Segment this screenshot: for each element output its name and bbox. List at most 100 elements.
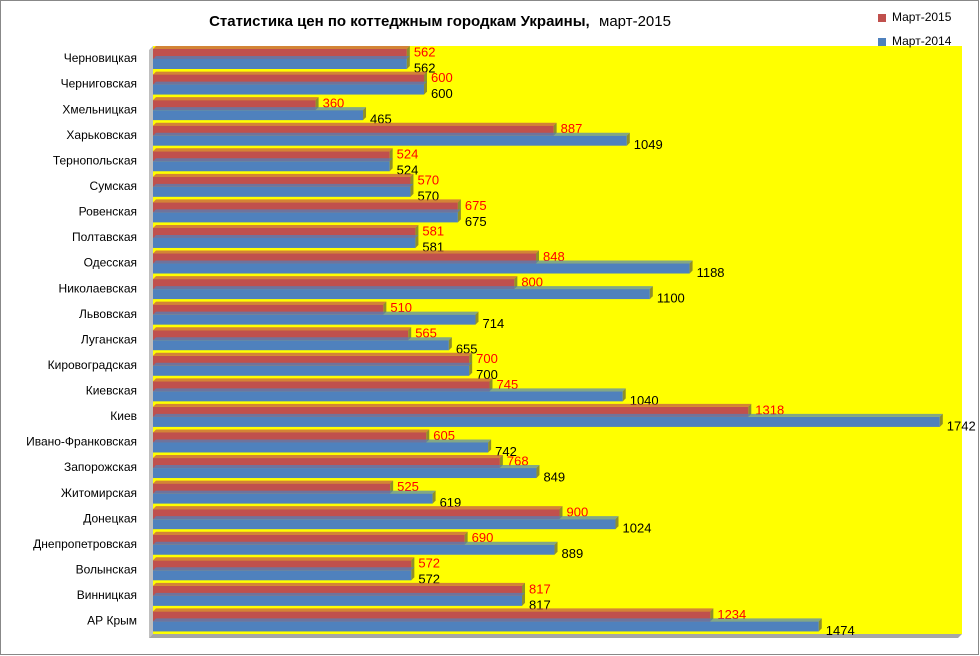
bar-side [464,531,468,545]
bar-top [153,199,461,203]
bar-top [153,352,473,356]
bar-side [522,592,526,606]
bar-top [153,132,630,136]
bar-side [554,541,558,555]
data-label: 510 [390,300,412,315]
bar-face [153,279,515,290]
y-tick-label: Черновицкая [64,51,137,65]
bar-face [153,161,390,172]
bar-face [153,458,500,469]
bar [153,183,414,197]
data-label: 572 [418,556,440,571]
bar-side [469,352,473,366]
bar-face [153,176,411,187]
bar-face [153,330,409,341]
bar-top [153,439,492,443]
bar-face [153,585,523,596]
bar-side [553,122,557,136]
y-tick-label: Ивано-Франковская [26,435,137,449]
bar-side [536,465,540,479]
bar-side [411,567,415,581]
y-tick-label: Киев [110,409,137,423]
data-label: 768 [507,453,529,468]
bar-top [153,429,430,433]
bar [153,362,473,376]
bar-top [153,608,714,612]
bar-face [153,621,819,632]
bar [153,224,419,238]
y-tick-label: Житомирская [61,486,137,500]
bar-side [559,506,563,520]
data-label: 800 [521,275,543,290]
bar-top [153,541,558,545]
bar-face [153,314,476,325]
y-tick-label: Киевская [86,384,137,398]
bar-face [153,432,427,443]
bar-top [153,81,427,85]
bar-face [153,381,490,392]
data-label: 1188 [697,265,725,280]
bar-top [153,234,419,238]
bar-side [514,276,518,290]
bar [153,352,473,366]
bar-face [153,570,412,581]
bar [153,46,410,59]
bar [153,516,619,530]
data-label: 525 [397,479,419,494]
bar [153,81,427,95]
bar-top [153,56,410,59]
bar [153,455,503,469]
plot-floor [149,46,153,638]
bar [153,107,367,121]
bar-top [153,337,452,341]
data-label: 849 [543,469,565,484]
bar-top [153,490,436,494]
bar-face [153,519,616,530]
bar [153,122,557,136]
y-tick-label: Одесская [84,256,137,270]
bar [153,506,563,520]
bar-side [315,97,319,111]
subtitle: март-2015 [599,13,671,30]
bar-face [153,493,433,504]
bar-side [457,209,461,223]
bar [153,388,626,402]
bar-side [818,618,822,632]
bar-top [153,413,943,417]
data-label: 565 [415,326,437,341]
y-tick-label: Львовская [79,307,137,321]
y-tick-label: Ровенская [79,205,137,219]
bar-face [153,186,411,197]
bar-top [153,311,479,315]
y-tick-label: Николаевская [59,281,137,295]
bar-face [153,253,537,264]
legend-swatch [878,38,886,46]
data-label: 570 [417,172,439,187]
bar-face [153,544,555,555]
bar-side [469,362,473,376]
y-tick-label: Полтавская [72,230,137,244]
bar-top [153,567,415,571]
bar-top [153,531,468,535]
bar [153,429,430,443]
bar-side [475,311,479,325]
bar [153,158,393,172]
data-label: 690 [472,530,494,545]
bar-side [615,516,619,530]
data-label: 1318 [755,402,784,417]
data-label: 1234 [717,607,746,622]
data-label: 700 [476,351,498,366]
y-tick-label: Донецкая [83,511,137,525]
bar-side [389,148,393,162]
data-label: 889 [562,546,584,561]
bar-side [363,107,367,121]
bar-side [406,46,410,59]
bar-side [408,327,412,341]
data-label: 524 [397,147,419,162]
bar-side [499,455,503,469]
legend-label: Март-2014 [892,34,952,48]
bar-side [424,81,427,95]
bar [153,199,461,213]
bar-top [153,224,419,228]
